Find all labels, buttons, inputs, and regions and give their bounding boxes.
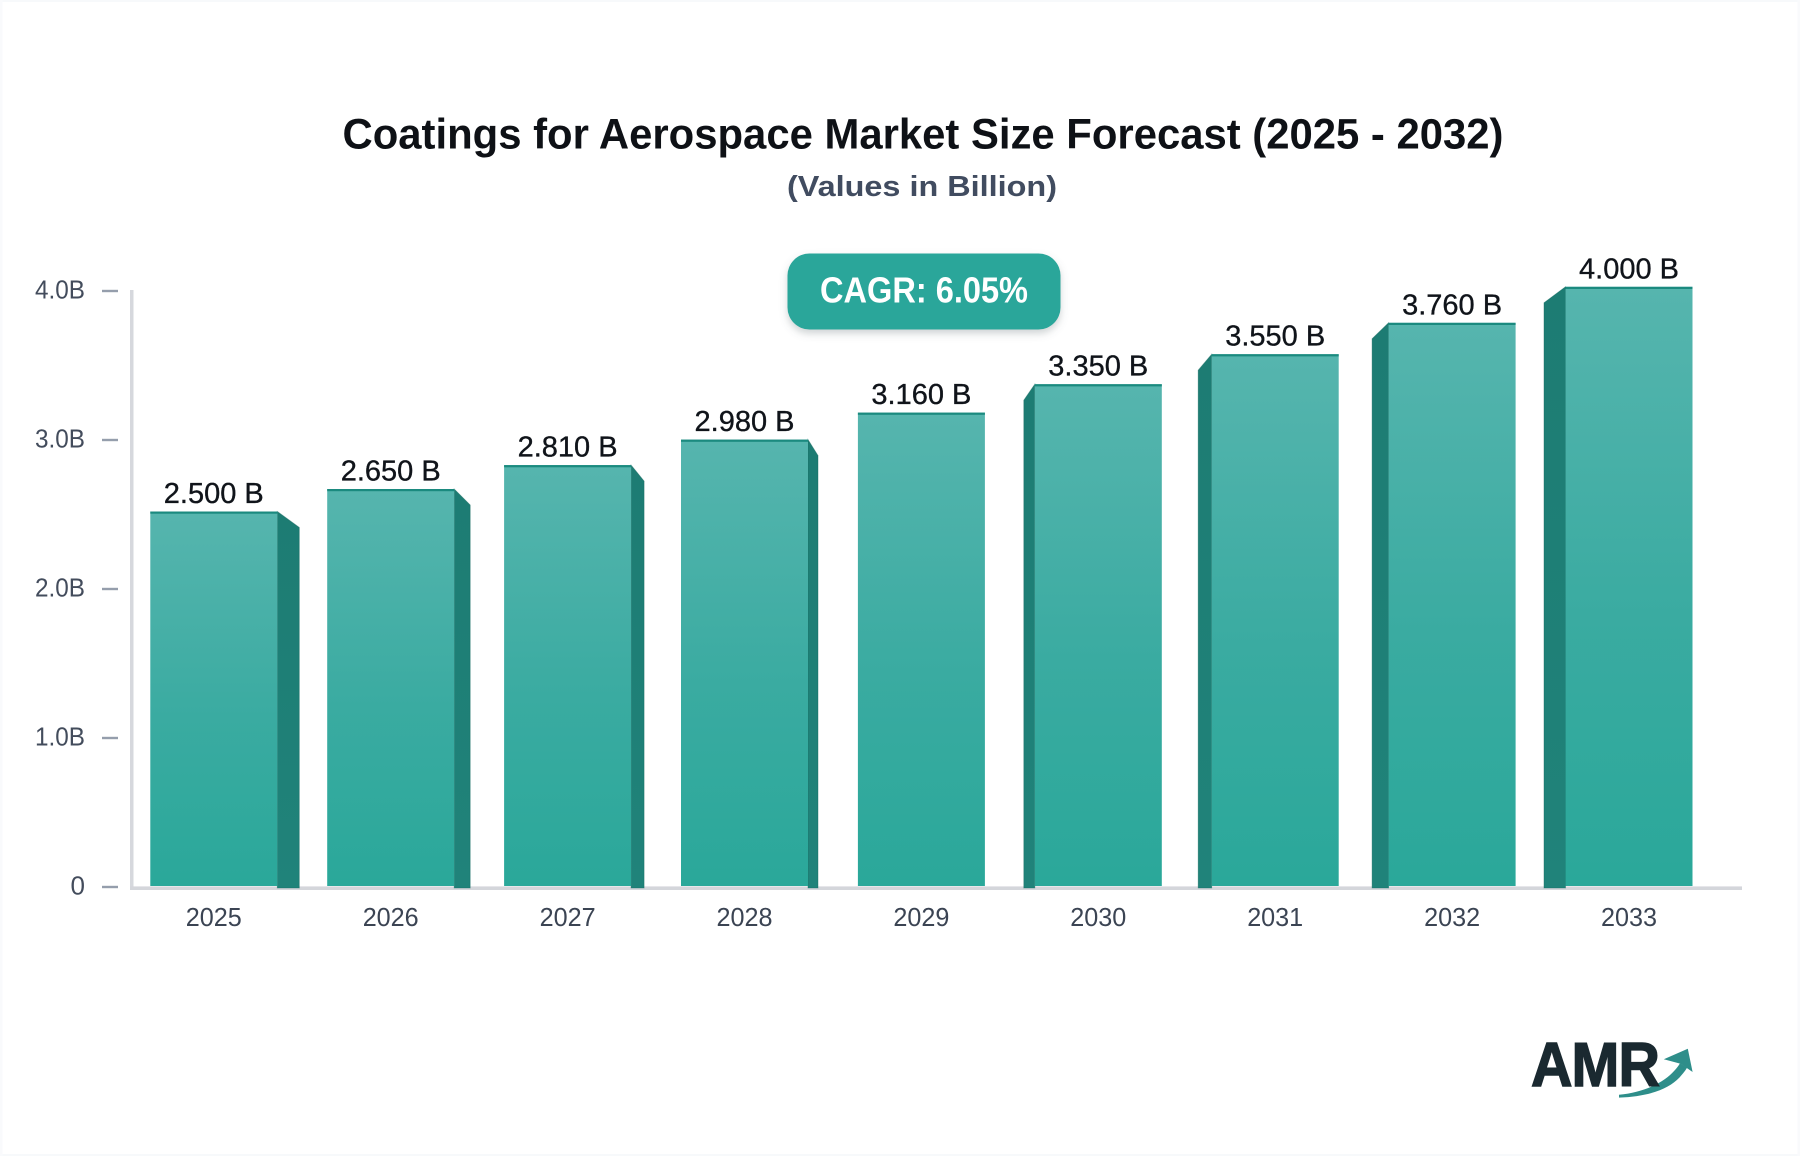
svg-text:4.000 B: 4.000 B (1579, 253, 1679, 285)
svg-text:2025: 2025 (186, 902, 242, 932)
svg-text:2028: 2028 (717, 902, 773, 932)
svg-text:2032: 2032 (1424, 902, 1480, 932)
svg-text:2.810 B: 2.810 B (518, 432, 618, 464)
svg-text:2029: 2029 (893, 902, 949, 932)
svg-text:2.0B: 2.0B (35, 573, 85, 603)
svg-text:2.500 B: 2.500 B (164, 478, 264, 510)
svg-text:3.160 B: 3.160 B (871, 379, 971, 411)
svg-text:3.550 B: 3.550 B (1225, 321, 1325, 353)
svg-text:2026: 2026 (363, 902, 419, 932)
svg-text:2027: 2027 (540, 902, 596, 932)
svg-text:2.650 B: 2.650 B (341, 456, 441, 488)
svg-text:3.760 B: 3.760 B (1402, 289, 1502, 321)
svg-text:AMR: AMR (1531, 1031, 1659, 1100)
svg-text:CAGR: 6.05%: CAGR: 6.05% (820, 270, 1028, 311)
svg-text:(Values in Billion): (Values in Billion) (787, 171, 1057, 203)
svg-text:4.0B: 4.0B (35, 275, 85, 305)
svg-text:2033: 2033 (1601, 902, 1657, 932)
svg-text:2.980 B: 2.980 B (695, 406, 795, 438)
svg-text:1.0B: 1.0B (35, 722, 85, 752)
svg-text:2031: 2031 (1247, 902, 1303, 932)
svg-text:Coatings for Aerospace Market: Coatings for Aerospace Market Size Forec… (343, 111, 1504, 159)
svg-text:3.350 B: 3.350 B (1048, 351, 1148, 383)
svg-text:2030: 2030 (1070, 902, 1126, 932)
svg-text:0: 0 (71, 871, 85, 901)
svg-text:3.0B: 3.0B (35, 424, 85, 454)
